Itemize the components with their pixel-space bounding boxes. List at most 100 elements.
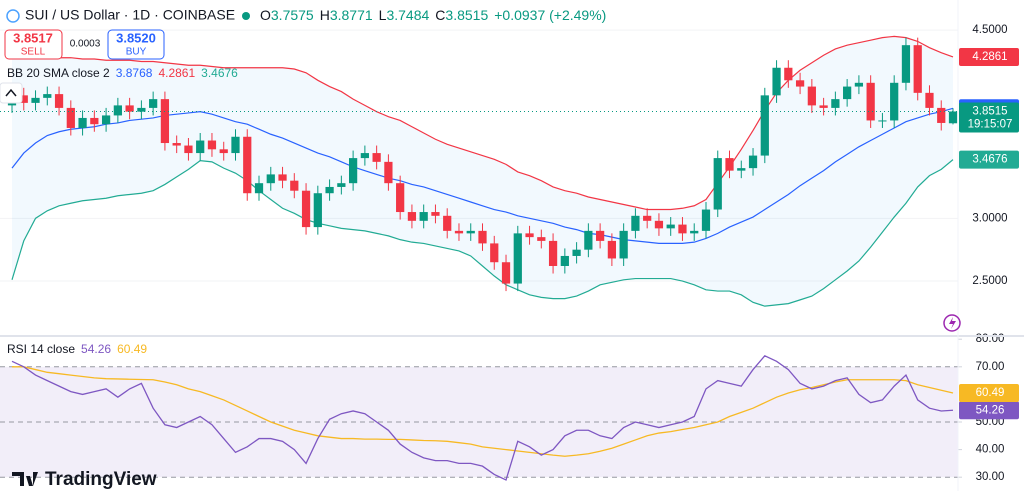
ohlc-key: L bbox=[379, 7, 387, 23]
ohlc-key: C bbox=[435, 7, 445, 23]
candle-body bbox=[125, 105, 134, 112]
candle-body bbox=[572, 249, 581, 256]
ohlc-value: 3.7484 bbox=[386, 7, 429, 23]
sell-price[interactable]: 3.8517 bbox=[13, 30, 53, 45]
candle-body bbox=[454, 230, 464, 234]
candle-body bbox=[254, 183, 264, 194]
price-label-box bbox=[959, 384, 1019, 403]
sell-box[interactable] bbox=[4, 29, 63, 60]
candle-body bbox=[643, 215, 652, 221]
ohlc-value: 3.7575 bbox=[271, 7, 314, 23]
candle-body bbox=[619, 230, 628, 259]
bb-title: BB 20 SMA close 2 bbox=[7, 66, 110, 80]
candle-body bbox=[513, 233, 522, 284]
candle-body bbox=[666, 224, 675, 229]
bb-lower-value: 3.4676 bbox=[201, 66, 238, 80]
candle-body bbox=[243, 136, 252, 194]
candle-body bbox=[690, 230, 699, 234]
candle-body bbox=[396, 183, 405, 213]
sell-label[interactable]: SELL bbox=[21, 47, 46, 58]
price-label-box bbox=[959, 47, 1019, 66]
candle-body bbox=[266, 174, 275, 184]
candle-body bbox=[160, 99, 170, 144]
y-tick-label: 40.00 bbox=[976, 444, 1005, 456]
logo-mark bbox=[12, 472, 38, 486]
ohlc-value: 3.8515 bbox=[445, 7, 488, 23]
candle-body bbox=[78, 117, 87, 128]
collapse-icon[interactable] bbox=[5, 88, 17, 97]
symbol-icon bbox=[6, 9, 20, 23]
candle-body bbox=[725, 158, 734, 171]
sell-button[interactable]: 3.8517 SELL bbox=[4, 29, 63, 60]
candle-body bbox=[937, 107, 946, 123]
candle-body bbox=[525, 233, 534, 238]
buy-button[interactable]: 3.8520 BUY bbox=[107, 29, 165, 60]
rsi-title: RSI 14 close bbox=[7, 342, 75, 356]
candle-body bbox=[325, 186, 334, 194]
change: +0.0937 (+2.49%) bbox=[494, 7, 606, 23]
price-label-box bbox=[959, 102, 1019, 133]
candle-body bbox=[478, 230, 487, 244]
candle-body bbox=[101, 115, 111, 125]
candle-body bbox=[925, 92, 934, 108]
candle-body bbox=[172, 143, 181, 146]
price-label-box bbox=[959, 401, 1019, 420]
candle-body bbox=[784, 67, 793, 81]
candle-body bbox=[854, 82, 864, 87]
ohlc-value: 3.8771 bbox=[330, 7, 373, 23]
candle-body bbox=[560, 255, 569, 266]
candle-body bbox=[54, 94, 64, 108]
rsi-value: 54.26 bbox=[81, 342, 111, 356]
chart-title: SUI / US Dollar · 1D · COINBASE bbox=[25, 7, 235, 23]
bb-basis-value: 3.8768 bbox=[116, 66, 153, 80]
candle-body bbox=[795, 80, 805, 87]
candle-body bbox=[760, 95, 769, 156]
candle-body bbox=[584, 230, 593, 250]
buy-price[interactable]: 3.8520 bbox=[116, 30, 156, 45]
y-tick-label: 4.5000 bbox=[972, 24, 1007, 36]
countdown: 19:15:07 bbox=[968, 119, 1013, 131]
candle-body bbox=[419, 212, 428, 221]
candle-body bbox=[701, 209, 711, 231]
candle-body bbox=[431, 212, 440, 216]
price-label-box bbox=[959, 150, 1019, 169]
band-fill bbox=[12, 36, 953, 307]
alert-bolt[interactable] bbox=[949, 317, 956, 329]
price-label: 3.4676 bbox=[972, 154, 1007, 166]
candle-body bbox=[372, 153, 381, 162]
y-tick-label: 30.00 bbox=[976, 471, 1005, 483]
candle-body bbox=[843, 86, 852, 100]
candle-body bbox=[360, 153, 369, 159]
ohlc-key: O bbox=[260, 7, 271, 23]
price-pane: 2.5000 3.0000 4.5000 4.2861 3.8768 3.851519:1… bbox=[0, 24, 1019, 307]
ohlc-key: H bbox=[320, 7, 330, 23]
band-line bbox=[12, 35, 954, 211]
buy-label[interactable]: BUY bbox=[126, 47, 147, 58]
candle-body bbox=[890, 82, 899, 121]
candle-body bbox=[713, 158, 722, 210]
ohlc-header: O3.7575 H3.8771 L3.7484 C3.8515 +0.0937 (+2.… bbox=[260, 7, 606, 23]
spread: 0.0003 bbox=[70, 39, 101, 50]
price-label: 4.2861 bbox=[972, 51, 1007, 63]
price-label: 60.49 bbox=[976, 387, 1005, 399]
candle-body bbox=[313, 193, 322, 228]
price-label: 3.8515 bbox=[972, 106, 1007, 118]
buy-box[interactable] bbox=[107, 29, 165, 60]
candle-body bbox=[678, 224, 687, 234]
candle-body bbox=[548, 240, 558, 266]
y-tick-label: 3.0000 bbox=[972, 212, 1007, 224]
alert-icon[interactable] bbox=[943, 314, 961, 332]
candle-body bbox=[607, 240, 617, 259]
candle-body bbox=[948, 111, 958, 124]
candle-body bbox=[807, 86, 816, 106]
collapse-button[interactable] bbox=[0, 82, 23, 104]
bb-legend: BB 20 SMA close 2 3.8768 4.2861 3.4676 bbox=[7, 66, 238, 80]
candle-body bbox=[901, 45, 911, 83]
price-label: 54.26 bbox=[976, 404, 1005, 416]
y-tick-label: 2.5000 bbox=[972, 275, 1007, 287]
rsi-legend: RSI 14 close 54.26 60.49 bbox=[7, 342, 147, 356]
